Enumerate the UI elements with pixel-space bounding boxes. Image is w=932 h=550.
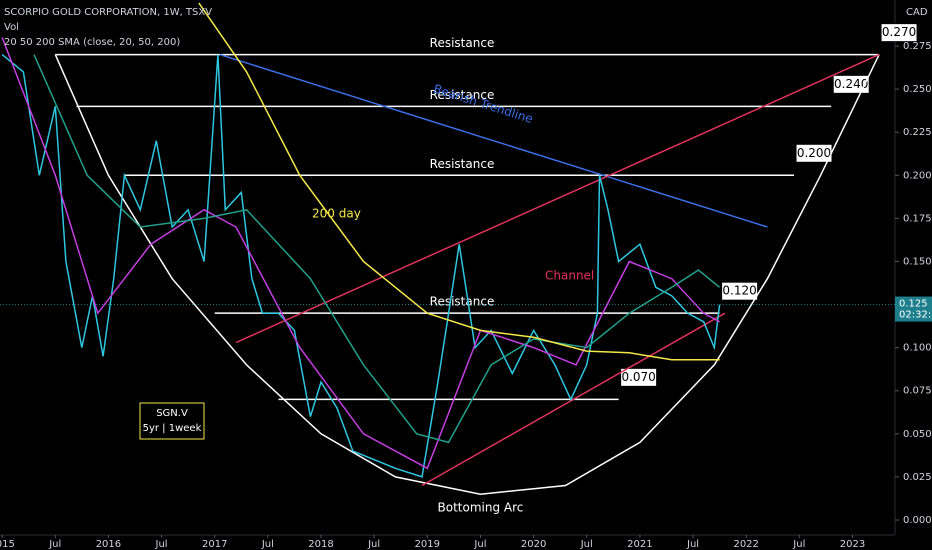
level-label: 0.270 (882, 25, 916, 39)
x-tick-label: Jul (473, 539, 486, 550)
symbol-text: SGN.V (156, 408, 188, 419)
symbol-text: 5yr | 1week (143, 423, 202, 434)
y-tick-label: 0.250 (903, 84, 932, 95)
countdown: 02:32:34 (899, 310, 932, 321)
x-tick-label: 2015 (0, 539, 15, 550)
y-tick-label: 0.175 (903, 213, 932, 224)
trendline (421, 312, 726, 487)
y-tick-label: 0.100 (903, 343, 932, 354)
arc-label: Bottoming Arc (438, 501, 524, 515)
x-tick-label: Jul (261, 539, 274, 550)
y-tick-label: 0.075 (903, 386, 932, 397)
trendline (219, 53, 768, 228)
trendline (235, 53, 880, 344)
symbol-box (139, 402, 205, 440)
currency: CAD (906, 7, 928, 18)
x-tick-label: Jul (48, 539, 61, 550)
x-tick-label: 2021 (627, 539, 652, 550)
level-box (620, 367, 658, 387)
bottoming-arc (54, 54, 880, 495)
x-tick-label: 2023 (840, 539, 865, 550)
level-box (880, 23, 918, 43)
x-tick-label: Jul (155, 539, 168, 550)
y-tick-label: 0.050 (903, 429, 932, 440)
x-tick-label: 2017 (202, 539, 227, 550)
x-tick-label: Jul (367, 539, 380, 550)
channel-label: Channel (545, 269, 594, 283)
x-tick-label: Jul (580, 539, 593, 550)
chart-title: SCORPIO GOLD CORPORATION, 1W, TSXV (4, 7, 212, 18)
indicator: 20 50 200 SMA (close, 20, 50, 200) (4, 37, 180, 48)
y-tick-label: 0.000 (903, 515, 932, 526)
x-tick-label: 2018 (308, 539, 333, 550)
level-name: Resistance (430, 88, 495, 102)
level-name: Resistance (430, 157, 495, 171)
level-label: 0.070 (621, 370, 655, 384)
series-line (1, 54, 721, 478)
x-tick-label: 2020 (521, 539, 546, 550)
level-label: 0.200 (797, 146, 831, 160)
last-price: 0.125 (899, 299, 928, 310)
level-name: Resistance (430, 295, 495, 309)
x-tick-label: 2016 (96, 539, 121, 550)
y-tick-label: 0.025 (903, 472, 932, 483)
x-tick-label: Jul (792, 539, 805, 550)
level-box (721, 281, 759, 301)
series-line (198, 2, 720, 361)
indicator: Vol (4, 22, 19, 33)
y-tick-label: 0.225 (903, 127, 932, 138)
series-line (33, 54, 721, 444)
x-tick-label: Jul (686, 539, 699, 550)
level-box (832, 74, 870, 94)
series-line (1, 37, 720, 470)
level-name: Resistance (430, 36, 495, 50)
level-label: 0.240 (834, 77, 868, 91)
last-price-box (895, 296, 932, 322)
level-label: 0.120 (722, 284, 756, 298)
y-tick-label: 0.275 (903, 41, 932, 52)
x-tick-label: 2019 (415, 539, 440, 550)
y-tick-label: 0.150 (903, 256, 932, 267)
y-tick-label: 0.200 (903, 170, 932, 181)
x-tick-label: 2022 (733, 539, 758, 550)
sma200-label: 200 day (312, 207, 361, 221)
